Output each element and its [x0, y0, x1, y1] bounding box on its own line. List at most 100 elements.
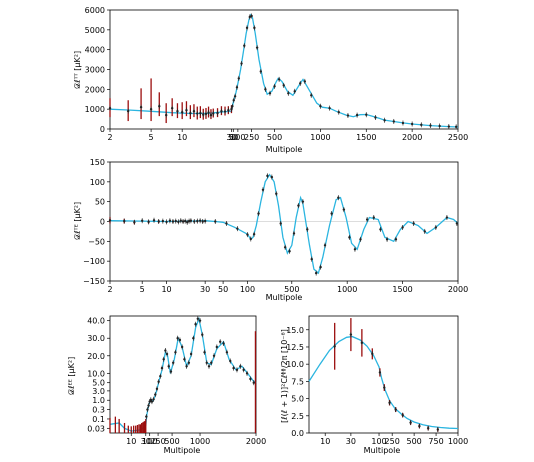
- tt-data-point: [374, 116, 377, 119]
- tt-ylabel: 𝒟ℓᵀᵀ [μK²]: [73, 51, 82, 89]
- tt-plot-frame: [109, 9, 459, 130]
- tt-data-point: [126, 109, 130, 113]
- ee-data-point: [171, 361, 175, 364]
- tt-data-point: [429, 124, 432, 127]
- pp-ytick-label: 12.5: [286, 343, 304, 352]
- tt-data-point: [204, 112, 208, 116]
- pp-xtick-label: 10: [320, 437, 330, 446]
- pp-xtick-label: 500: [406, 437, 421, 446]
- te-data-point: [189, 219, 193, 222]
- ee-data-point: [150, 400, 154, 403]
- te-data-point: [372, 216, 375, 219]
- pp-xtick-label: 30: [346, 437, 356, 446]
- ee-data-point: [157, 380, 160, 383]
- tt-data-point: [255, 46, 259, 49]
- ee-data-point: [176, 337, 179, 340]
- ee-data-point: [178, 338, 182, 342]
- pp-ylabel: [ℓ(ℓ + 1)]²Cℓᶲᶲ/2π [10⁻⁸]: [280, 329, 289, 423]
- pp-plot-frame: [308, 315, 459, 434]
- ee-data-point: [159, 374, 162, 378]
- tt-data-point: [216, 111, 219, 115]
- pp-data-point: [436, 428, 440, 431]
- te-data-point: [236, 227, 239, 230]
- te-xtick-label: 500: [284, 285, 299, 294]
- tt-data-point: [231, 104, 234, 108]
- ee-data-point: [167, 365, 170, 368]
- tt-ytick-label: 2000: [85, 85, 105, 94]
- ee-data-point: [232, 366, 235, 370]
- tt-data-point: [235, 86, 239, 89]
- tt-ytick-label: 5000: [85, 26, 105, 35]
- tt-data-point: [164, 113, 168, 117]
- ee-data-point: [194, 322, 197, 326]
- pp-data-point: [426, 426, 430, 430]
- ee-data-point: [169, 370, 173, 373]
- tt-xtick-label: 30: [226, 133, 236, 142]
- ee-data-point: [146, 408, 149, 411]
- te-ytick-label: 100: [90, 178, 105, 187]
- te-data-point: [434, 226, 438, 229]
- te-data-point: [181, 220, 185, 223]
- tt-data-point: [139, 105, 143, 109]
- te-data-point: [123, 219, 126, 223]
- te-data-point: [445, 216, 449, 219]
- tt-data-point: [149, 107, 153, 111]
- te-data-point: [455, 222, 459, 225]
- te-xtick-label: 10: [161, 285, 171, 294]
- te-data-point: [147, 220, 150, 224]
- te-data-point: [214, 220, 217, 223]
- te-data-point: [249, 237, 252, 241]
- te-data-point: [365, 218, 369, 221]
- te-ytick-label: 0: [100, 218, 105, 227]
- pp-data-point: [383, 386, 386, 389]
- ee-data-point: [196, 317, 200, 321]
- ee-data-point: [187, 361, 191, 364]
- tt-data-point: [282, 84, 285, 87]
- ee-plot-frame: [109, 315, 257, 434]
- tt-ytick-label: 6000: [85, 6, 105, 15]
- ee-data-point: [160, 366, 164, 370]
- tt-data-point: [180, 110, 184, 114]
- te-data-point: [394, 238, 398, 241]
- tt-data-point: [185, 108, 188, 112]
- te-data-point: [314, 271, 318, 275]
- ee-data-point: [215, 345, 219, 349]
- tt-ytick-label: 4000: [85, 46, 105, 55]
- ee-data-point: [148, 400, 151, 403]
- te-data-point: [177, 220, 180, 224]
- te-data-point: [203, 219, 207, 223]
- ee-ylabel: 𝒟ℓᴱᴱ [μK²]: [67, 357, 76, 395]
- tt-data-point: [259, 70, 263, 73]
- pp-ytick-label: 5.0: [291, 395, 304, 404]
- tt-data-point: [273, 85, 276, 88]
- te-data-point: [201, 220, 204, 223]
- tt-xtick-label: 5: [149, 133, 154, 142]
- ee-data-point: [218, 340, 222, 343]
- pp-xtick-label: 1000: [448, 437, 468, 446]
- te-ytick-label: 50: [95, 198, 105, 207]
- ee-data-point: [203, 351, 206, 354]
- tt-data-point: [264, 88, 267, 91]
- tt-data-point: [303, 80, 307, 83]
- ee-data-point: [189, 352, 193, 356]
- tt-data-point: [108, 106, 112, 110]
- tt-data-point: [319, 104, 322, 108]
- tt-data-point: [245, 26, 249, 30]
- te-data-point: [401, 226, 404, 229]
- tt-xtick-label: 2500: [448, 133, 468, 142]
- tt-data-point: [176, 109, 179, 113]
- te-data-point: [257, 212, 260, 215]
- tt-data-point: [310, 94, 313, 97]
- tt-model-curve: [109, 13, 459, 128]
- tt-data-point: [212, 112, 215, 115]
- te-ytick-label: 150: [90, 158, 105, 167]
- ee-data-point: [229, 359, 232, 363]
- pp-ytick-label: 10.0: [286, 360, 304, 369]
- tt-xtick-label: 1000: [310, 133, 330, 142]
- tt-xtick-label: 1500: [356, 133, 376, 142]
- pp-xlabel: Multipole: [364, 446, 401, 455]
- ee-ytick-label: 1.0: [92, 396, 105, 405]
- tt-data-point: [189, 111, 192, 115]
- pp-ytick-label: 7.5: [291, 377, 304, 386]
